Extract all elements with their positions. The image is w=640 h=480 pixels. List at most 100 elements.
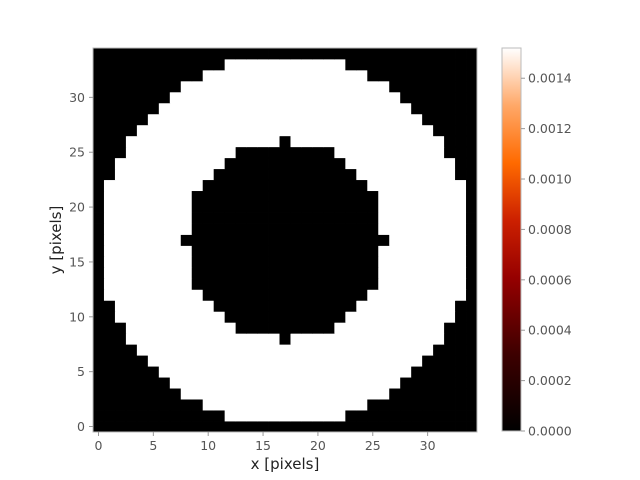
heatmap-cell	[312, 377, 324, 389]
heatmap-cell	[235, 256, 247, 268]
heatmap-cell	[356, 366, 368, 378]
heatmap-cell	[433, 113, 445, 126]
heatmap-cell	[158, 278, 171, 290]
heatmap-cell	[114, 48, 127, 60]
heatmap-cell	[235, 388, 247, 400]
heatmap-cell	[125, 410, 138, 422]
heatmap-cell	[367, 212, 379, 224]
heatmap-cell	[279, 223, 291, 235]
heatmap-cell	[367, 157, 379, 170]
heatmap-cell	[378, 377, 390, 389]
heatmap-cell	[169, 201, 182, 213]
heatmap-cell	[389, 201, 401, 213]
heatmap-cell	[191, 421, 204, 433]
colorbar-tick-label: 0.0012	[528, 121, 572, 136]
heatmap-cell	[235, 377, 247, 389]
heatmap-cell	[400, 377, 412, 389]
heatmap-cell	[279, 58, 291, 71]
heatmap-cell	[334, 388, 346, 400]
heatmap-cell	[125, 124, 138, 137]
heatmap-cell	[323, 113, 335, 126]
heatmap-cell	[169, 69, 182, 82]
heatmap-cell	[433, 410, 445, 422]
heatmap-cell	[147, 124, 160, 137]
heatmap-cell	[444, 333, 456, 345]
heatmap-cell	[378, 355, 390, 367]
heatmap-cell	[235, 48, 247, 60]
heatmap-cell	[147, 102, 160, 115]
heatmap-cell	[312, 80, 324, 93]
heatmap-cell	[180, 223, 193, 235]
heatmap-cell	[268, 355, 280, 367]
heatmap-cell	[103, 399, 116, 411]
heatmap-cell	[345, 124, 357, 137]
heatmap-cell	[356, 135, 368, 148]
heatmap-cell	[191, 245, 204, 257]
heatmap-cell	[246, 190, 258, 202]
heatmap-cell	[246, 102, 258, 115]
heatmap-cell	[224, 157, 237, 170]
heatmap-cell	[180, 157, 193, 170]
heatmap-cell	[455, 355, 467, 367]
heatmap-cell	[246, 223, 258, 235]
heatmap-cell	[323, 179, 335, 192]
heatmap-cell	[147, 410, 160, 422]
heatmap-cell	[389, 69, 401, 82]
heatmap-cell	[147, 399, 160, 411]
heatmap-cell	[466, 190, 478, 202]
heatmap-cell	[466, 48, 478, 60]
heatmap-cell	[455, 168, 467, 181]
heatmap-cell	[279, 146, 291, 159]
heatmap-cell	[235, 190, 247, 202]
heatmap-cell	[125, 157, 138, 170]
heatmap-cell	[290, 256, 302, 268]
heatmap-cell	[422, 333, 434, 345]
heatmap-cell	[93, 69, 105, 82]
heatmap-cell	[180, 267, 193, 279]
heatmap-cell	[444, 278, 456, 290]
heatmap-cell	[400, 48, 412, 60]
heatmap-cell	[367, 201, 379, 213]
heatmap-cell	[279, 234, 291, 246]
heatmap-cell	[213, 102, 226, 115]
heatmap-cell	[169, 399, 182, 411]
heatmap-cell	[400, 102, 412, 115]
heatmap-cell	[268, 267, 280, 279]
heatmap-cell	[279, 80, 291, 93]
heatmap-cell	[356, 124, 368, 137]
heatmap-cell	[93, 223, 105, 235]
heatmap-cell	[213, 124, 226, 137]
heatmap-cell	[455, 124, 467, 137]
heatmap-cell	[147, 212, 160, 224]
heatmap-cell	[378, 234, 390, 246]
heatmap-cell	[103, 212, 116, 224]
heatmap-cell	[312, 289, 324, 301]
heatmap-cell	[334, 157, 346, 170]
heatmap-cell	[213, 80, 226, 93]
heatmap-cell	[136, 58, 149, 71]
heatmap-cell	[466, 388, 478, 400]
heatmap-cell	[422, 421, 434, 433]
heatmap-cell	[147, 344, 160, 356]
heatmap-cell	[411, 421, 423, 433]
heatmap-cell	[114, 157, 127, 170]
heatmap-cell	[224, 377, 237, 389]
heatmap-cell	[290, 168, 302, 181]
heatmap-cell	[136, 289, 149, 301]
heatmap-cell	[136, 124, 149, 137]
heatmap-cell	[301, 300, 313, 312]
heatmap-cell	[334, 333, 346, 345]
heatmap-cell	[356, 256, 368, 268]
heatmap-cell	[103, 289, 116, 301]
heatmap-cell	[356, 388, 368, 400]
heatmap-cell	[114, 168, 127, 181]
heatmap-cell	[93, 201, 105, 213]
heatmap-cell	[301, 377, 313, 389]
heatmap-cell	[389, 410, 401, 422]
heatmap-cell	[235, 278, 247, 290]
heatmap-cell	[345, 245, 357, 257]
heatmap-cell	[93, 212, 105, 224]
heatmap-cell	[169, 223, 182, 235]
heatmap-cell	[246, 399, 258, 411]
heatmap-cell	[246, 179, 258, 192]
